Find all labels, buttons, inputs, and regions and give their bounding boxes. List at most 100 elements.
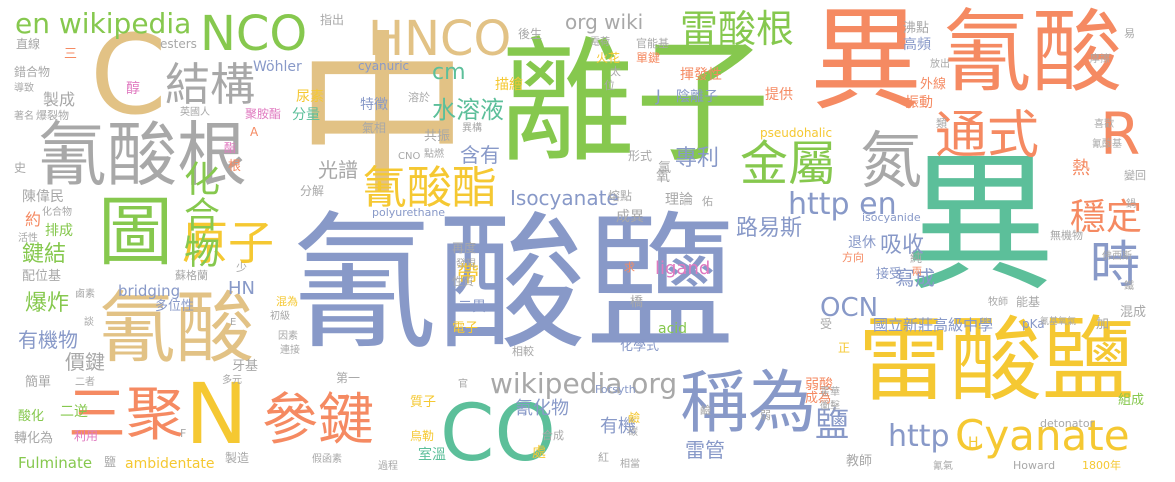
word-boiling-point: 沸點 xyxy=(903,21,930,36)
word-activity: 活性 xyxy=(18,233,38,244)
word-isocyanide: isocyanide xyxy=(862,211,921,224)
word-tai: 太 xyxy=(610,65,621,78)
word-howard: Howard xyxy=(1013,459,1056,472)
word-bridge: 橋 xyxy=(630,295,644,310)
word-melting-point: 熔點 xyxy=(608,189,633,203)
word-a: A xyxy=(250,125,259,139)
word-fulminate-radical: 雷酸根 xyxy=(680,7,795,51)
word-spark: 火花 xyxy=(596,51,621,65)
word-ocn: OCN xyxy=(820,293,879,323)
word-organic-matter: 有機物 xyxy=(18,328,78,352)
word-esters: esters xyxy=(160,37,197,51)
word-convert: 轉化為 xyxy=(14,431,54,446)
word-patent: 專利 xyxy=(675,146,720,171)
word-teacher: 教師 xyxy=(846,454,873,469)
word-stable: 穩定 xyxy=(1070,197,1143,238)
word-aqueous: 水溶液 xyxy=(432,96,504,124)
word-proton: 質子 xyxy=(410,395,437,410)
word-bridging: bridging xyxy=(118,282,181,300)
word-shao: 少 xyxy=(236,261,247,274)
word-shi: 時 xyxy=(1090,236,1140,294)
word-shi-history: 史 xyxy=(14,161,27,175)
word-direction: 方向 xyxy=(842,251,864,264)
word-accept: 接受 xyxy=(876,267,903,282)
word-polyurethane-zh: 聚胺酯 xyxy=(245,107,282,121)
word-howard-zh: 霍華 xyxy=(820,387,840,398)
word-structure: 結構 xyxy=(165,58,256,111)
word-salt: 鹽 xyxy=(815,405,849,445)
word-theory: 理論 xyxy=(665,192,693,208)
word-primary: 初級 xyxy=(270,311,290,322)
word-cyanide: 氰化物 xyxy=(515,398,569,419)
word-anion: 陰離子 xyxy=(676,89,718,105)
word-arrange: 排成 xyxy=(45,223,73,239)
word-retire: 退休 xyxy=(848,235,876,251)
word-seek: 求 xyxy=(624,261,635,274)
word-forsyth: Forsyth xyxy=(595,383,636,396)
word-red: 紅 xyxy=(598,451,609,464)
word-isomer: 異構 xyxy=(462,123,482,134)
word-charge: 電荷 xyxy=(590,37,610,48)
word-cm: cm xyxy=(432,60,466,85)
word-acidify: 酸化 xyxy=(18,409,45,424)
word-nco: NCO xyxy=(200,6,308,62)
word-ligand-group: 配位基 xyxy=(22,269,62,284)
word-ignite: 點燃 xyxy=(424,149,444,160)
word-feature: 特徵 xyxy=(360,97,388,113)
word-cno: CNO xyxy=(398,151,421,162)
word-called: 稱為 xyxy=(680,364,817,443)
word-you: 佑 xyxy=(702,195,713,208)
word-impact: 衝擊 xyxy=(820,401,840,412)
word-connect: 連接 xyxy=(280,345,300,356)
word-single-bond: 單鍵 xyxy=(636,51,661,65)
word-general-formula: 通式 xyxy=(935,106,1040,166)
word-root: 根 xyxy=(228,159,242,174)
word-two-reverse: 二逆 xyxy=(60,404,88,420)
word-oxygen: 氧 xyxy=(656,169,670,185)
word-pseudohalic: pseudohalic xyxy=(760,126,833,140)
word-two: 兩 xyxy=(912,267,922,278)
word-property: 性質 xyxy=(452,275,474,288)
word-equivalent: 相當 xyxy=(620,459,640,470)
word-vibration: 振動 xyxy=(905,95,933,111)
word-synthesis: 合成 xyxy=(542,429,564,442)
word-pka: pKa xyxy=(1022,317,1045,331)
word-cyanogen: 氰氣 xyxy=(933,461,953,472)
word-inorganic: 無機物 xyxy=(1050,229,1083,242)
word-complex: 錯合物 xyxy=(14,65,51,79)
word-ester: 酯 xyxy=(224,141,237,155)
word-wohler: Wöhler xyxy=(253,59,302,75)
word-volatility: 揮發性 xyxy=(680,67,722,83)
word-gas-phase: 氣相 xyxy=(362,121,387,135)
word-compound: 化合物 xyxy=(178,160,219,268)
word-mix-as: 混為 xyxy=(276,295,298,308)
word-famous: 著名 xyxy=(14,111,34,122)
word-lewis: 路易斯 xyxy=(736,216,803,241)
word-triple-bond: 參鍵 xyxy=(262,388,374,453)
word-electron: 電子 xyxy=(452,321,479,336)
word-wohler-zh: 烏勒 xyxy=(410,429,435,443)
word-j: J xyxy=(656,86,661,105)
word-cyano: 氰基 xyxy=(1040,317,1059,327)
word-cyanate-radical: 氰酸根 xyxy=(37,114,247,196)
word-straight-line: 直線 xyxy=(16,37,41,51)
word-cyanate-group: 氰酸基 xyxy=(1092,139,1122,150)
word-cyanic-acid-tan: 氰酸 xyxy=(98,284,255,374)
word-multidentate: 多位性 xyxy=(155,299,195,314)
word-salt-small: 鹽 xyxy=(104,455,117,469)
word-f: F xyxy=(180,427,187,440)
word-factor: 因素 xyxy=(278,331,298,342)
word-cyanic-acid-orange: 氰酸 xyxy=(942,0,1122,105)
word-talk: 談 xyxy=(84,317,94,328)
word-turn-back: 變回 xyxy=(1124,169,1146,182)
word-hnco: HNCO xyxy=(368,11,512,67)
word-trimer: 三聚 xyxy=(68,380,185,448)
word-e: E xyxy=(230,317,237,328)
word-r: R xyxy=(1100,100,1141,168)
word-use: 利用 xyxy=(74,429,99,443)
word-dissolve: 溶於 xyxy=(408,91,430,104)
word-co: CO xyxy=(440,389,556,479)
word-ligand: ligand xyxy=(655,258,711,279)
word-written-as: 寫成 xyxy=(895,266,935,290)
